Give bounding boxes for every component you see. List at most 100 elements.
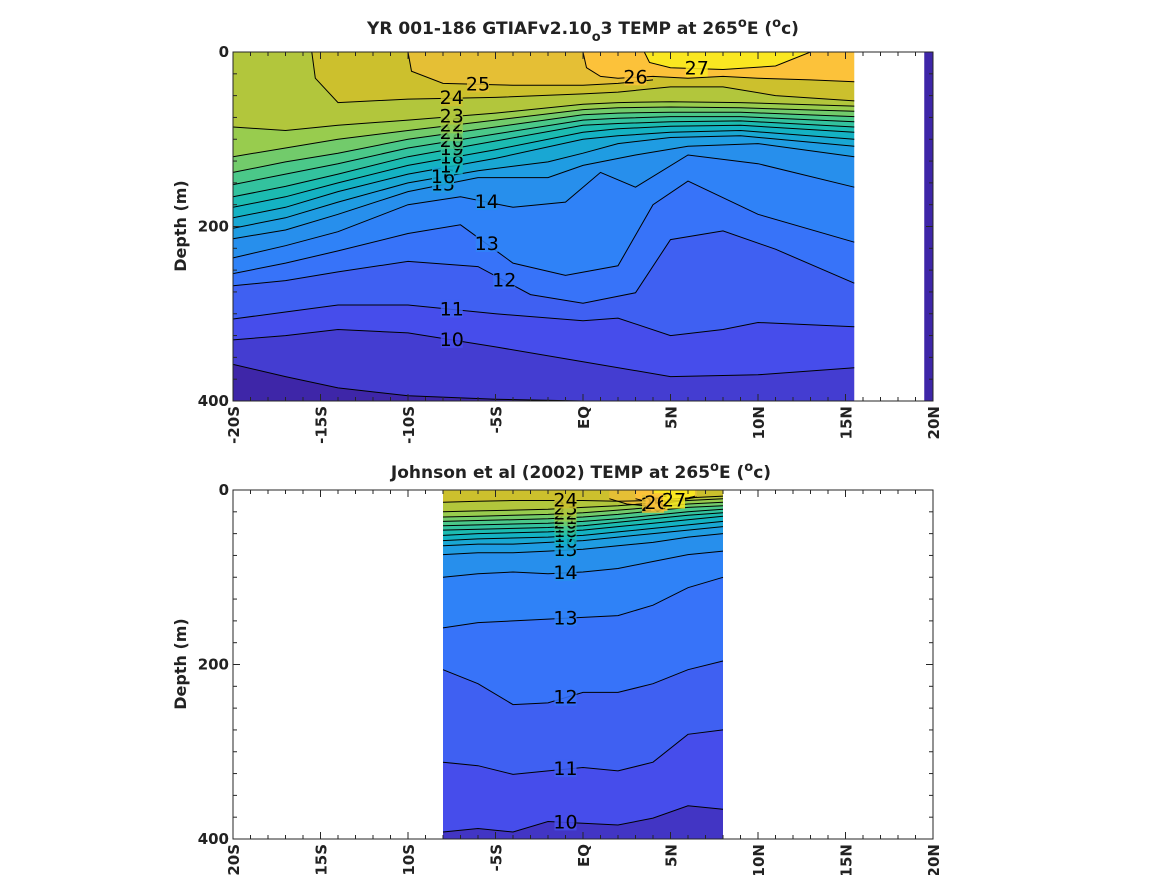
contour-line-20: [233, 116, 855, 186]
contour-label-bg-27: [685, 58, 708, 77]
contour-label-27: 27: [685, 58, 709, 80]
x-tick-label: 15N: [838, 844, 856, 875]
contour-label-bg-25: [467, 74, 489, 93]
contour-line-13: [233, 180, 855, 276]
contour-line-14: [442, 550, 724, 578]
contour-line-11: [442, 729, 724, 775]
x-tick-label: -15S: [313, 844, 331, 875]
x-tick-label: -10S: [400, 844, 418, 875]
contour-label-27: 27: [662, 489, 686, 511]
contour-label-25: 25: [466, 73, 490, 95]
x-tick-label: -20S: [225, 844, 243, 875]
contour-label-11: 11: [440, 298, 464, 320]
contour-label-24: 24: [553, 489, 577, 511]
contour-label-bg-23: [440, 106, 463, 125]
no-data-gap: [854, 52, 925, 401]
contour-line-26: [582, 52, 855, 83]
contour-label-10: 10: [440, 329, 464, 351]
contour-line-21: [442, 505, 724, 522]
contour-label-12: 12: [553, 687, 577, 709]
x-tick-label: -20S: [225, 406, 243, 444]
contour-label-bg-26: [645, 493, 668, 512]
chart-title-bottom: Johnson et al (2002) TEMP at 265oE (oc): [390, 460, 771, 483]
x-tick-label: 5N: [663, 406, 681, 429]
contour-label-bg-11: [554, 759, 577, 778]
x-tick-label: -5S: [488, 406, 506, 433]
x-tick-label: 20N: [925, 406, 943, 439]
filled-contours-top: [233, 52, 933, 401]
contour-label-bg-14: [554, 562, 577, 581]
y-tick-label: 200: [198, 656, 229, 674]
contour-label-13: 13: [475, 233, 499, 255]
y-tick-label: 400: [198, 392, 229, 410]
contour-labels-bottom: 101112131415161718192021222324252627: [553, 489, 686, 833]
contour-label-bg-12: [493, 270, 516, 289]
contour-line-11: [233, 304, 855, 337]
contour-label-12: 12: [492, 270, 516, 292]
contour-label-bg-13: [475, 233, 498, 252]
tick-marks-bottom: [232, 489, 934, 840]
contour-line-17: [233, 129, 855, 219]
x-tick-label: 10N: [750, 844, 768, 875]
x-tick-label: 10N: [750, 406, 768, 439]
contour-line-23: [233, 101, 855, 132]
y-tick-label: 0: [219, 43, 229, 61]
contour-line-22: [233, 106, 855, 158]
contour-label-26: 26: [623, 66, 647, 88]
contour-label-13: 13: [553, 607, 577, 629]
y-tick-label: 400: [198, 830, 229, 848]
contour-label-bg-24: [554, 490, 577, 509]
contour-lines-top: [233, 52, 855, 401]
contour-line-15: [233, 143, 855, 240]
contour-label-bg-12: [554, 687, 577, 706]
contour-line-12: [233, 230, 855, 304]
x-tick-label: 5N: [663, 844, 681, 867]
contour-label-24: 24: [440, 87, 464, 109]
x-tick-label: EQ: [575, 406, 593, 429]
contour-label-bg-10: [554, 812, 577, 831]
y-axis-label-top: Depth (m): [171, 180, 190, 272]
contour-line-24: [311, 52, 855, 104]
panel-bottom: Johnson et al (2002) TEMP at 265oE (oc) …: [171, 460, 943, 875]
y-tick-label: 0: [219, 481, 229, 499]
contour-label-bg-24: [440, 88, 463, 107]
contour-line-16: [442, 526, 724, 547]
contour-line-17: [442, 520, 724, 542]
y-tick-labels-bottom: 0 200 400: [198, 481, 229, 848]
contour-line-15: [442, 533, 724, 556]
y-tick-labels-top: 0 200 400: [198, 43, 229, 410]
chart-title-top: YR 001-186 GTIAFv2.10o3 TEMP at 265oE (o…: [366, 16, 799, 45]
contour-line-14: [233, 154, 855, 259]
contour-label-bg-10: [440, 329, 463, 348]
contour-label-10: 10: [553, 811, 577, 833]
x-tick-label: -10S: [400, 406, 418, 444]
contour-line-19: [442, 512, 724, 531]
contour-line-18: [233, 124, 855, 208]
contour-line-18: [442, 515, 724, 536]
contour-line-21: [233, 111, 855, 173]
x-tick-label: 15N: [838, 406, 856, 439]
contour-label-bg-14: [475, 192, 498, 211]
x-tick-labels-top: -20S -15S -10S -5S EQ 5N 10N 15N 20N: [225, 406, 943, 444]
contour-label-14: 14: [553, 562, 577, 584]
contour-label-bg-11: [440, 299, 463, 318]
x-tick-label: -15S: [313, 406, 331, 444]
contour-line-12: [442, 660, 724, 706]
contour-line-19: [233, 120, 855, 198]
contour-label-14: 14: [475, 191, 499, 213]
contour-label-26: 26: [644, 492, 668, 514]
contour-labels-top: 101112131415161718192021222324252627: [431, 58, 709, 351]
contour-line-10: [233, 328, 855, 378]
contour-label-bg-13: [554, 608, 577, 627]
y-tick-label: 200: [198, 218, 229, 236]
contour-label-bg-26: [624, 67, 647, 86]
contour-label-23: 23: [440, 106, 464, 128]
x-tick-label: 20N: [925, 844, 943, 875]
contour-line-25: [407, 52, 654, 86]
contour-line-20: [442, 508, 724, 527]
contour-label-11: 11: [553, 758, 577, 780]
contour-label-bg-27: [663, 490, 685, 509]
panel-top: YR 001-186 GTIAFv2.10o3 TEMP at 265oE (o…: [171, 16, 943, 444]
x-tick-label: EQ: [575, 844, 593, 867]
contour-line-13: [442, 576, 724, 629]
